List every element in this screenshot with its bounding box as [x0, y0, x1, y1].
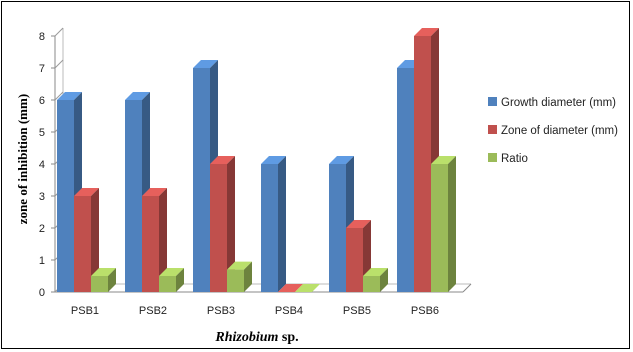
x-axis-label-rest: sp. — [278, 330, 298, 345]
x-tick-label: PSB5 — [343, 305, 371, 317]
bar — [74, 188, 99, 292]
x-tick-label: PSB4 — [275, 305, 303, 317]
x-axis-label: Rhizobium sp. — [214, 330, 298, 345]
legend-swatch — [488, 125, 497, 134]
legend-label: Growth diameter (mm) — [501, 97, 616, 109]
legend-swatch — [488, 153, 497, 162]
y-tick-label: 2 — [39, 223, 45, 235]
bar — [210, 156, 235, 292]
x-tick-labels: PSB1 PSB2 PSB3 PSB4 PSB5 PSB6 — [71, 305, 439, 317]
y-tick-label: 8 — [39, 31, 45, 43]
x-tick-label: PSB2 — [139, 305, 167, 317]
legend-swatch — [488, 97, 497, 106]
bar — [295, 284, 320, 293]
legend-label: Ratio — [501, 153, 528, 165]
chart-bars — [57, 28, 456, 293]
x-tick-label: PSB1 — [71, 305, 99, 317]
y-tick-label: 4 — [39, 159, 45, 171]
bar — [159, 268, 184, 292]
x-tick-label: PSB6 — [411, 305, 439, 317]
bar — [91, 268, 116, 292]
bar — [363, 268, 388, 292]
x-tick-label: PSB3 — [207, 305, 235, 317]
y-tick-labels: 0 1 2 3 4 5 6 7 8 — [39, 31, 45, 299]
legend-item: Ratio — [488, 153, 528, 165]
legend-item: Growth diameter (mm) — [488, 97, 616, 109]
y-tick-label: 1 — [39, 255, 45, 267]
bar — [227, 261, 252, 292]
legend-item: Zone of diameter (mm) — [488, 125, 618, 137]
bar — [142, 188, 167, 292]
bar — [431, 156, 456, 292]
legend-label: Zone of diameter (mm) — [501, 125, 618, 137]
y-tick-label: 7 — [39, 63, 45, 75]
y-tick-label: 6 — [39, 95, 45, 107]
chart-legend: Growth diameter (mm) Zone of diameter (mm… — [488, 97, 618, 165]
y-tick-label: 5 — [39, 127, 45, 139]
bar — [261, 156, 286, 292]
bar — [278, 284, 303, 293]
x-axis-label-italic: Rhizobium — [214, 330, 278, 345]
y-tick-label: 3 — [39, 191, 45, 203]
y-tick-label: 0 — [39, 287, 45, 299]
y-axis-label: zone of inhibition (mm) — [15, 94, 30, 224]
